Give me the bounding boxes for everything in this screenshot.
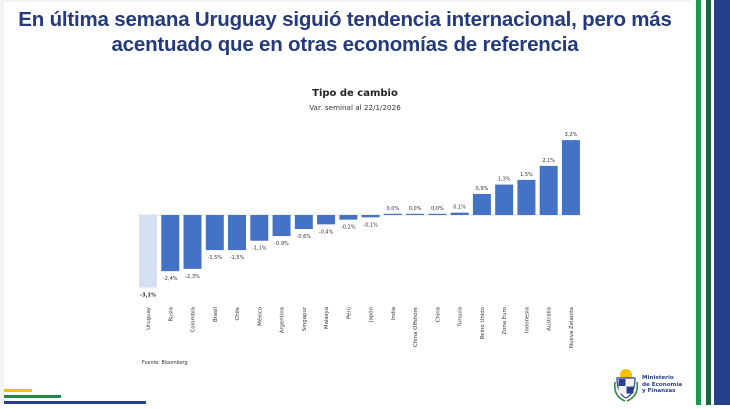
decorative-stripe-blue bbox=[714, 0, 730, 405]
data-label: -1,5% bbox=[208, 255, 223, 261]
category-label: Argentina bbox=[280, 307, 286, 333]
data-label: 3,2% bbox=[565, 132, 578, 138]
category-label: Australia bbox=[547, 307, 553, 331]
bar-chile bbox=[228, 215, 247, 251]
bar-china bbox=[428, 213, 447, 215]
data-label: 0,0% bbox=[431, 206, 444, 212]
ministry-logo: Ministerio de Economía y Finanzas bbox=[612, 368, 696, 404]
decorative-stripe-green bbox=[696, 0, 701, 405]
category-label: Singapur bbox=[302, 306, 308, 331]
category-label: Japón bbox=[368, 307, 375, 323]
category-label: Rusia bbox=[168, 307, 174, 322]
category-label: Zona Euro bbox=[502, 307, 508, 335]
category-label: China bbox=[435, 307, 441, 322]
bar-indonesia bbox=[517, 179, 536, 215]
chart-subtitle: Var. seminal al 22/1/2026 bbox=[309, 103, 401, 112]
category-label: México bbox=[256, 307, 263, 326]
category-label: India bbox=[391, 307, 397, 320]
ministry-name-line-1: Ministerio bbox=[642, 375, 674, 381]
bar-colombia bbox=[183, 215, 202, 269]
category-label: Turquía bbox=[457, 307, 464, 328]
slide-left-edge bbox=[0, 0, 4, 405]
headline-line-1: En última semana Uruguay siguió tendenci… bbox=[18, 8, 672, 31]
coat-of-arms-icon bbox=[613, 369, 639, 402]
bar-reino-unido bbox=[472, 193, 491, 215]
ministry-name: Ministerio de Economía y Finanzas bbox=[642, 375, 682, 395]
data-label: -1,1% bbox=[252, 246, 267, 252]
bar-nueva-zelanda bbox=[561, 140, 580, 215]
bar-malasya bbox=[317, 215, 336, 225]
bar-turquía bbox=[450, 212, 469, 215]
bar-perú bbox=[339, 215, 358, 220]
data-label: -1,5% bbox=[230, 255, 245, 261]
data-label: -3,1% bbox=[140, 293, 156, 299]
chart-title: Tipo de cambio bbox=[312, 88, 398, 99]
source-note: Fuente: Bloomberg bbox=[142, 361, 188, 366]
category-label: Indonesia bbox=[524, 307, 530, 333]
data-label: -0,9% bbox=[274, 241, 289, 247]
slide-headline: En última semana Uruguay siguió tendenci… bbox=[10, 7, 680, 57]
bar-argentina bbox=[272, 215, 291, 237]
bar-méxico bbox=[250, 215, 269, 241]
bar-japón bbox=[361, 215, 380, 218]
decorative-line-blue bbox=[4, 401, 146, 404]
ministry-name-line-3: y Finanzas bbox=[642, 388, 676, 395]
data-label: 2,1% bbox=[542, 158, 555, 164]
ministry-name-line-2: de Economía bbox=[642, 381, 683, 388]
bar-china-offshore bbox=[406, 213, 425, 215]
bar-india bbox=[383, 213, 402, 215]
data-label: 1,5% bbox=[520, 172, 533, 178]
data-label: 1,3% bbox=[498, 177, 511, 183]
data-label: -0,6% bbox=[297, 234, 312, 240]
bar-australia bbox=[539, 165, 558, 215]
data-label: 0,0% bbox=[387, 206, 400, 212]
decorative-line-green bbox=[4, 395, 61, 398]
category-label: Perú bbox=[345, 307, 352, 319]
category-label: China Offshore bbox=[413, 306, 419, 347]
category-label: Uruguay bbox=[146, 306, 152, 330]
category-label: Malasya bbox=[324, 307, 330, 329]
decorative-stripe-dark-green bbox=[706, 0, 711, 405]
data-label: -0,4% bbox=[319, 229, 334, 235]
data-label: -0,1% bbox=[363, 222, 378, 228]
bar-uruguay bbox=[139, 215, 157, 288]
category-label: Nueva Zelanda bbox=[569, 307, 575, 348]
data-label: 0,1% bbox=[453, 205, 466, 211]
data-label: 0,0% bbox=[409, 206, 422, 212]
headline-line-2: acentuado que en otras economías de refe… bbox=[111, 33, 579, 56]
data-label: -0,2% bbox=[341, 225, 356, 231]
bar-singapur bbox=[294, 215, 313, 230]
bar-zona-euro bbox=[495, 184, 514, 215]
bar-brasil bbox=[205, 215, 224, 251]
slide-top-edge bbox=[0, 0, 690, 2]
bar-rusia bbox=[161, 215, 180, 272]
category-label: Colombia bbox=[191, 307, 197, 332]
data-label: 0,9% bbox=[476, 186, 489, 192]
data-label: -2,3% bbox=[185, 274, 200, 280]
category-label: Reino Unido bbox=[480, 307, 486, 339]
decorative-line-yellow bbox=[4, 389, 32, 392]
data-label: -2,4% bbox=[163, 276, 178, 282]
category-label: Chile bbox=[235, 306, 241, 320]
category-label: Brasil bbox=[213, 307, 219, 322]
